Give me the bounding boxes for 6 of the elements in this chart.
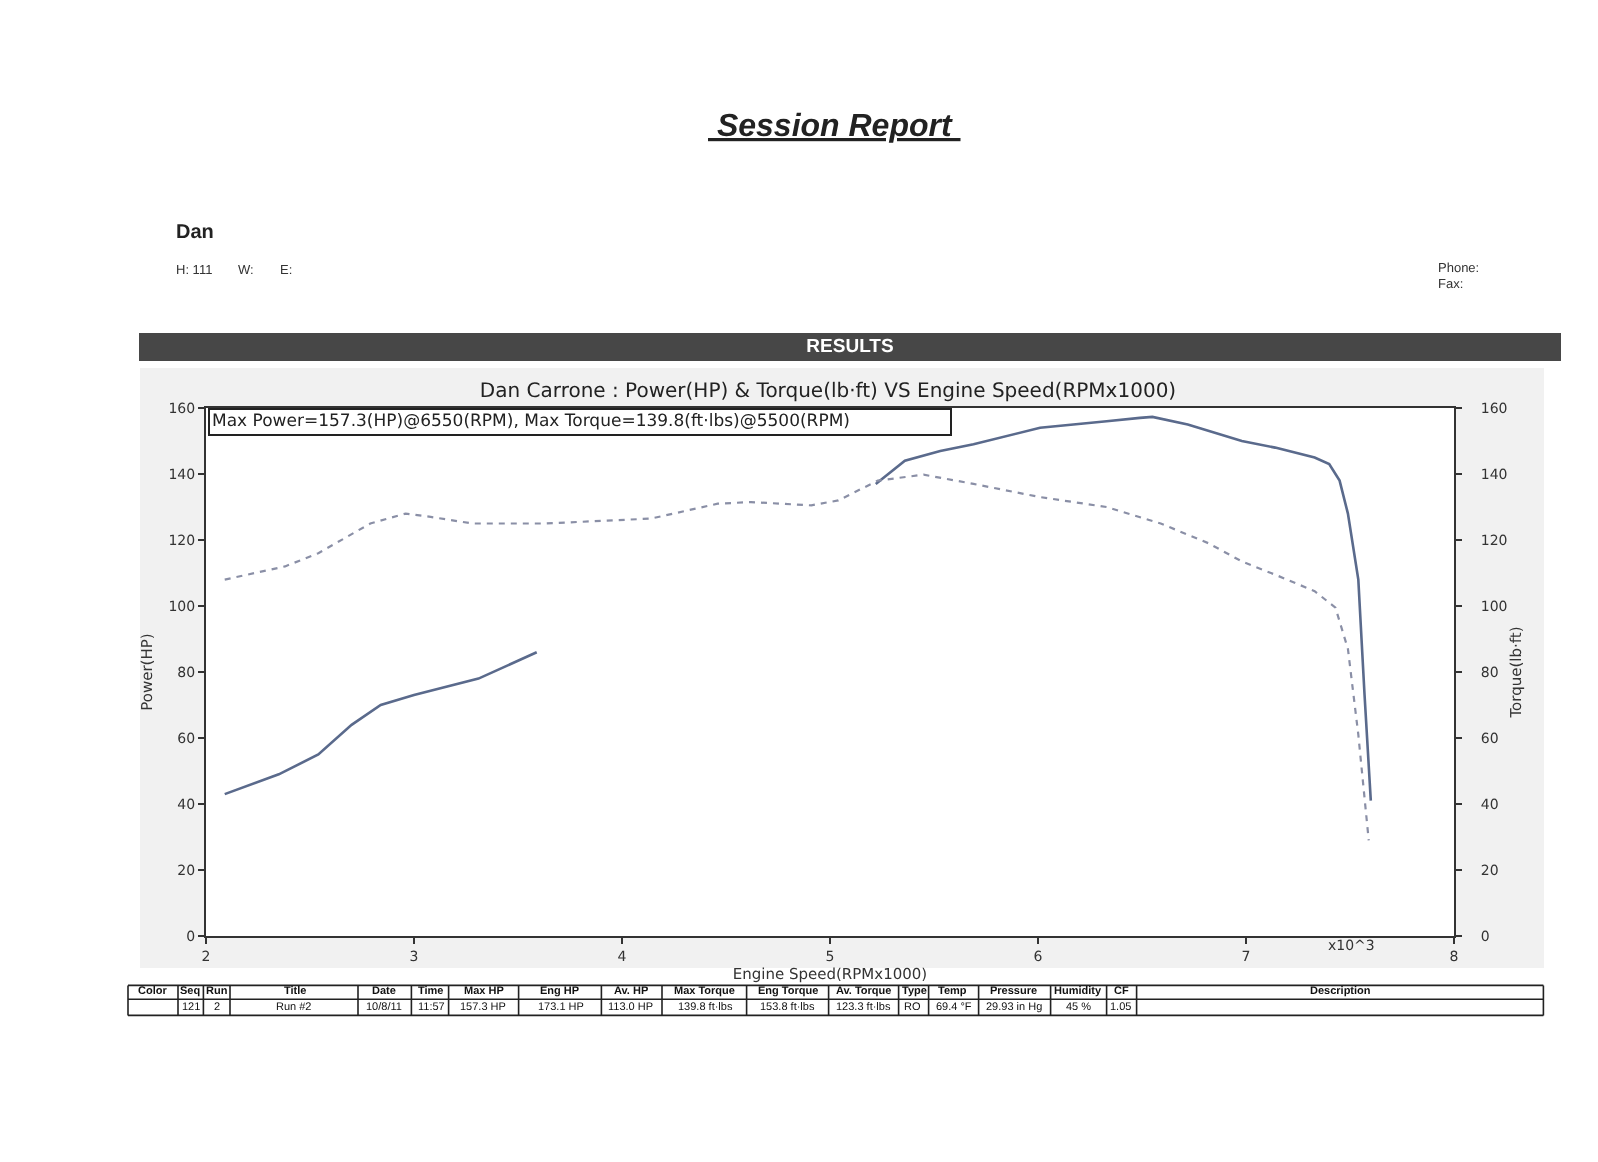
chart-title: Dan Carrone : Power(HP) & Torque(lb·ft) VS Engine Speed(RPMx1000) xyxy=(479,381,1177,403)
text: RESULTS xyxy=(806,336,894,358)
text: Dan xyxy=(176,222,214,244)
line-series xyxy=(223,473,1370,842)
text: Session Report xyxy=(708,110,961,144)
annotation: Max Power=157.3(HP)@6550(RPM), Max Torque=139.8(ft·lbs)@5500(RPM) xyxy=(212,412,850,432)
